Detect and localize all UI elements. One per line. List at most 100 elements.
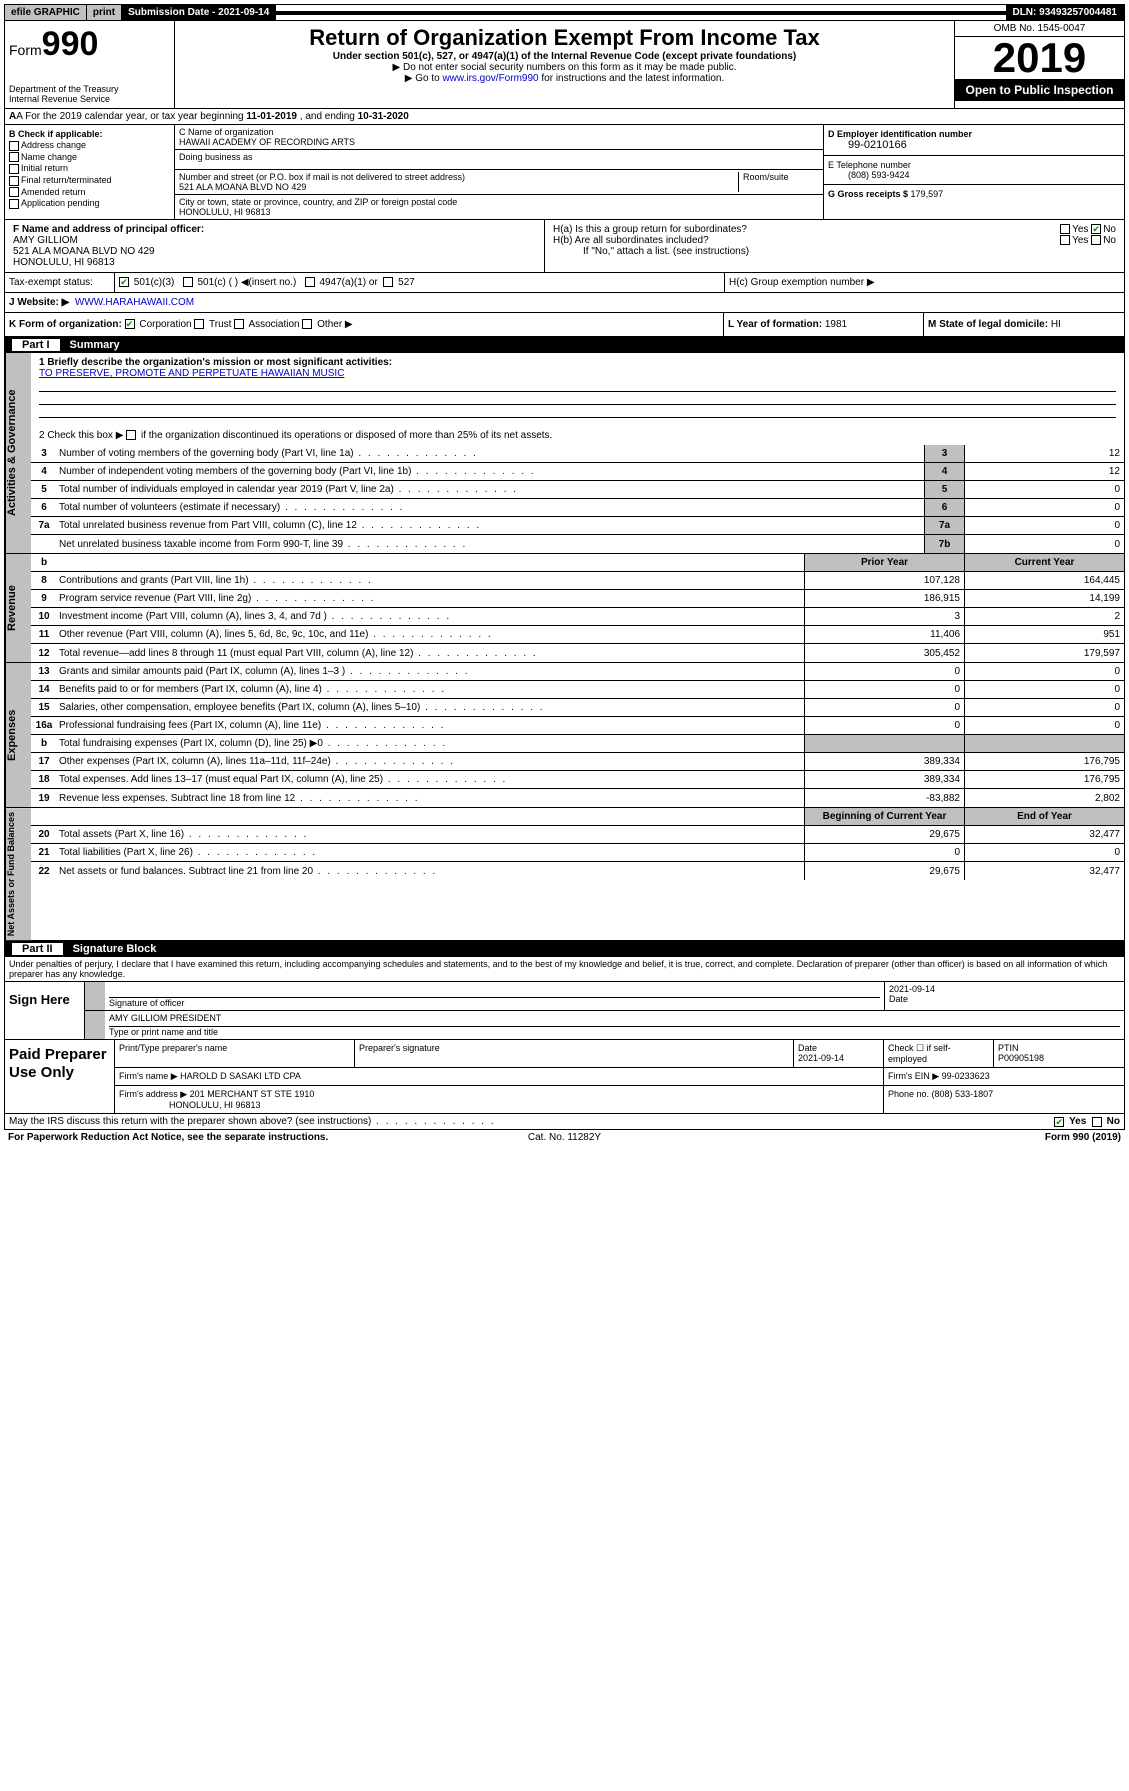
open-public: Open to Public Inspection — [955, 79, 1124, 101]
firm-phone: (808) 533-1807 — [932, 1089, 994, 1099]
city-value: HONOLULU, HI 96813 — [179, 207, 819, 217]
line-3: 3Number of voting members of the governi… — [31, 445, 1124, 463]
na-line-21: 21Total liabilities (Part X, line 26)00 — [31, 844, 1124, 862]
efile-label: efile GRAPHIC — [5, 5, 87, 20]
signature-declaration: Under penalties of perjury, I declare th… — [4, 957, 1125, 982]
cb-501c3[interactable] — [119, 277, 129, 287]
sig-date-label: Date — [889, 994, 1120, 1004]
block-bcd: B Check if applicable: Address change Na… — [4, 125, 1125, 220]
irs-discuss-row: May the IRS discuss this return with the… — [4, 1114, 1125, 1130]
firm-ein: 99-0233623 — [942, 1071, 990, 1081]
tel-value: (808) 593-9424 — [828, 170, 1120, 180]
tax-exempt-label: Tax-exempt status: — [5, 273, 115, 292]
rev-line-8: 8Contributions and grants (Part VIII, li… — [31, 572, 1124, 590]
line-7b: Net unrelated business taxable income fr… — [31, 535, 1124, 553]
exp-line-17: 17Other expenses (Part IX, column (A), l… — [31, 753, 1124, 771]
block-i: Tax-exempt status: 501(c)(3) 501(c) ( ) … — [4, 273, 1125, 293]
form-subtitle: Under section 501(c), 527, or 4947(a)(1)… — [179, 51, 950, 62]
vtab-net-assets: Net Assets or Fund Balances — [5, 808, 31, 940]
vtab-governance: Activities & Governance — [5, 353, 31, 553]
cb-name-change[interactable]: Name change — [9, 152, 170, 163]
cb-initial-return[interactable]: Initial return — [9, 163, 170, 174]
dba-label: Doing business as — [179, 152, 819, 162]
prep-ptin: PTINP00905198 — [994, 1040, 1124, 1067]
row-j-website: J Website: ▶ WWW.HARAHAWAII.COM — [4, 293, 1125, 313]
page-footer: For Paperwork Reduction Act Notice, see … — [4, 1130, 1125, 1145]
vtab-revenue: Revenue — [5, 554, 31, 662]
cb-address-change[interactable]: Address change — [9, 140, 170, 151]
mission-text: TO PRESERVE, PROMOTE AND PERPETUATE HAWA… — [39, 368, 1116, 379]
exp-line-b: bTotal fundraising expenses (Part IX, co… — [31, 735, 1124, 753]
sig-date: 2021-09-14 — [889, 984, 1120, 994]
rev-line-10: 10Investment income (Part VIII, column (… — [31, 608, 1124, 626]
form-of-org: K Form of organization: Corporation Trus… — [5, 313, 724, 336]
rev-line-12: 12Total revenue—add lines 8 through 11 (… — [31, 644, 1124, 662]
form-note-2: ▶ Go to www.irs.gov/Form990 for instruct… — [179, 73, 950, 84]
vtab-expenses: Expenses — [5, 663, 31, 807]
prep-sig-hdr: Preparer's signature — [355, 1040, 794, 1067]
website-link[interactable]: WWW.HARAHAWAII.COM — [75, 297, 194, 308]
form-title: Return of Organization Exempt From Incom… — [179, 25, 950, 51]
gross-label: G Gross receipts $ — [828, 189, 911, 199]
officer-name-label: Type or print name and title — [109, 1027, 1120, 1037]
row-klm: K Form of organization: Corporation Trus… — [4, 313, 1125, 337]
na-line-22: 22Net assets or fund balances. Subtract … — [31, 862, 1124, 880]
year-formation: L Year of formation: 1981 — [724, 313, 924, 336]
prep-self-emp: Check ☐ if self-employed — [884, 1040, 994, 1067]
arrow-icon — [85, 1011, 105, 1039]
tax-exempt-opts: 501(c)(3) 501(c) ( ) ◀(insert no.) 4947(… — [115, 273, 724, 292]
paid-preparer-block: Paid Preparer Use Only Print/Type prepar… — [4, 1040, 1125, 1114]
org-name: HAWAII ACADEMY OF RECORDING ARTS — [179, 137, 819, 147]
section-revenue: Revenue b Prior Year Current Year 8Contr… — [4, 554, 1125, 663]
ein-value: 99-0210166 — [828, 139, 1120, 151]
cb-amended-return[interactable]: Amended return — [9, 187, 170, 198]
exp-line-15: 15Salaries, other compensation, employee… — [31, 699, 1124, 717]
group-return: H(a) Is this a group return for subordin… — [545, 220, 1124, 272]
exp-line-19: 19Revenue less expenses. Subtract line 1… — [31, 789, 1124, 807]
ein-label: D Employer identification number — [828, 129, 972, 139]
room-label: Room/suite — [739, 172, 819, 192]
irs-link[interactable]: www.irs.gov/Form990 — [442, 73, 538, 84]
cb-final-return[interactable]: Final return/terminated — [9, 175, 170, 186]
top-bar: efile GRAPHIC print Submission Date - 20… — [4, 4, 1125, 21]
mission-block: 1 Briefly describe the organization's mi… — [31, 353, 1124, 445]
form-header: Form990 Department of the Treasury Inter… — [4, 21, 1125, 109]
officer-name: AMY GILLIOM PRESIDENT — [109, 1013, 1120, 1027]
street-value: 521 ALA MOANA BLVD NO 429 — [179, 182, 738, 192]
group-exemption: H(c) Group exemption number ▶ — [724, 273, 1124, 292]
exp-line-18: 18Total expenses. Add lines 13–17 (must … — [31, 771, 1124, 789]
tax-year: 2019 — [955, 37, 1124, 79]
line-7a: 7aTotal unrelated business revenue from … — [31, 517, 1124, 535]
sign-here-block: Sign Here Signature of officer 2021-09-1… — [4, 982, 1125, 1040]
cb-app-pending[interactable]: Application pending — [9, 198, 170, 209]
principal-officer: F Name and address of principal officer:… — [5, 220, 545, 272]
row-a-tax-year: AA For the 2019 calendar year, or tax ye… — [4, 109, 1125, 125]
firm-addr: 201 MERCHANT ST STE 1910 — [190, 1089, 315, 1099]
section-expenses: Expenses 13Grants and similar amounts pa… — [4, 663, 1125, 808]
rev-line-11: 11Other revenue (Part VIII, column (A), … — [31, 626, 1124, 644]
topbar-spacer — [276, 11, 1006, 15]
revenue-header-row: b Prior Year Current Year — [31, 554, 1124, 572]
gross-value: 179,597 — [911, 189, 944, 199]
prep-name-hdr: Print/Type preparer's name — [115, 1040, 355, 1067]
submission-date: Submission Date - 2021-09-14 — [122, 5, 276, 20]
part-2-header: Part IISignature Block — [4, 941, 1125, 957]
col-c-org-info: C Name of organization HAWAII ACADEMY OF… — [175, 125, 824, 219]
form-number: Form990 — [9, 25, 170, 64]
line-4: 4Number of independent voting members of… — [31, 463, 1124, 481]
print-button[interactable]: print — [87, 5, 122, 20]
block-fgh: F Name and address of principal officer:… — [4, 220, 1125, 273]
line-5: 5Total number of individuals employed in… — [31, 481, 1124, 499]
line-6: 6Total number of volunteers (estimate if… — [31, 499, 1124, 517]
na-header-row: Beginning of Current Year End of Year — [31, 808, 1124, 826]
arrow-icon — [85, 982, 105, 1010]
section-net-assets: Net Assets or Fund Balances Beginning of… — [4, 808, 1125, 941]
firm-name: HAROLD D SASAKI LTD CPA — [180, 1071, 301, 1081]
dln: DLN: 93493257004481 — [1006, 5, 1124, 20]
exp-line-14: 14Benefits paid to or for members (Part … — [31, 681, 1124, 699]
paid-preparer-label: Paid Preparer Use Only — [5, 1040, 115, 1113]
part-1-header: Part ISummary — [4, 337, 1125, 353]
org-name-label: C Name of organization — [179, 127, 819, 137]
na-line-20: 20Total assets (Part X, line 16)29,67532… — [31, 826, 1124, 844]
form-note-1: ▶ Do not enter social security numbers o… — [179, 62, 950, 73]
